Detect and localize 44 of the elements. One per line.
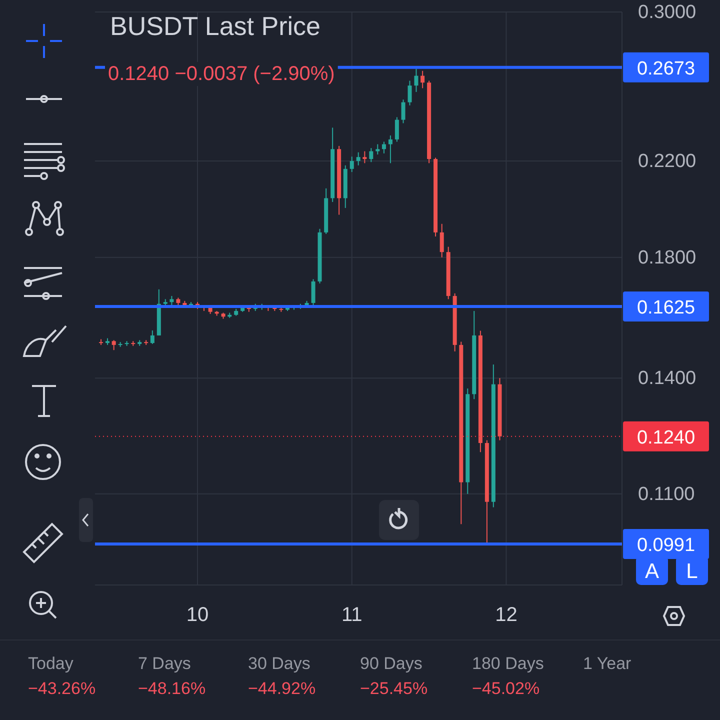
ref-line-label: 0.1625 <box>636 297 696 318</box>
x-tick-label: 11 <box>341 604 362 626</box>
text: 0.1240 −0.0037 (−2.90%) <box>108 63 335 85</box>
candlestick <box>350 156 354 173</box>
candlestick <box>112 340 116 351</box>
text: −44.92% <box>248 679 316 698</box>
ref-line-label: 0.0991 <box>636 535 696 556</box>
candlestick <box>311 278 316 306</box>
candlestick <box>150 330 154 344</box>
candlestick <box>356 152 360 166</box>
y-tick-label: 0.1400 <box>638 368 696 390</box>
candlestick <box>401 99 406 124</box>
y-tick-label: 0.3000 <box>638 2 696 24</box>
y-tick-label: 0.2200 <box>638 151 696 172</box>
y-tick-label: 0.1100 <box>638 484 695 505</box>
text: −45.02% <box>472 679 540 698</box>
text: 7 Days <box>138 654 191 673</box>
candlestick <box>369 148 374 163</box>
candlestick <box>170 295 174 306</box>
candlestick <box>388 134 392 164</box>
text: 180 Days <box>472 654 544 673</box>
candlestick <box>394 116 399 142</box>
candlestick <box>440 223 444 258</box>
candlestick <box>408 80 412 106</box>
candlestick <box>376 144 380 155</box>
candlestick <box>382 141 386 154</box>
ref-line-label: 0.2673 <box>636 58 696 80</box>
text: 1 Year <box>583 654 632 673</box>
text: 30 Days <box>248 654 310 673</box>
text: −43.26% <box>28 679 96 698</box>
text: A <box>644 560 660 583</box>
x-tick-label: 12 <box>495 604 518 626</box>
text: 90 Days <box>360 654 422 673</box>
ref-line-label: 0.1240 <box>636 427 696 448</box>
candlestick <box>420 70 425 89</box>
text: −48.16% <box>138 679 206 698</box>
candlestick <box>414 68 418 92</box>
text: L <box>686 560 698 583</box>
text: Today <box>28 654 74 673</box>
candlestick <box>362 150 367 164</box>
x-tick-label: 10 <box>186 604 209 626</box>
text: −25.45% <box>360 679 428 698</box>
y-tick-label: 0.1800 <box>638 247 696 268</box>
chart-title: BUSDT Last Price <box>110 11 320 41</box>
